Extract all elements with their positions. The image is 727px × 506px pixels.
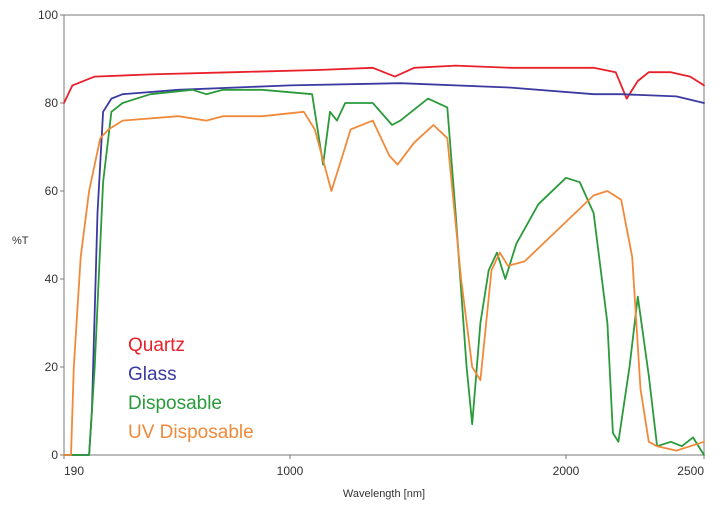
legend-quartz: Quartz — [128, 335, 185, 356]
plot-area — [63, 14, 705, 456]
series-line-glass — [63, 82, 705, 456]
x-tick-label: 2000 — [553, 464, 580, 478]
series-lines — [63, 64, 705, 456]
y-axis-label: %T — [12, 235, 29, 247]
legend-uv-disposable: UV Disposable — [128, 422, 254, 443]
y-axis: 0 20 40 60 80 100 — [38, 8, 64, 462]
legend-disposable: Disposable — [128, 393, 222, 414]
x-tick-label: 190 — [64, 464, 84, 478]
y-tick-label: 20 — [45, 360, 59, 374]
legend-glass: Glass — [128, 364, 177, 385]
y-tick-label: 40 — [45, 272, 59, 286]
x-tick-label: 1000 — [277, 464, 304, 478]
y-tick-label: 60 — [45, 184, 59, 198]
x-tick-label: 2500 — [677, 464, 704, 478]
series-line-quartz — [63, 64, 705, 104]
y-tick-label: 80 — [45, 96, 59, 110]
y-tick-label: 100 — [38, 8, 58, 22]
x-axis-label: Wavelength [nm] — [343, 488, 425, 500]
series-line-disposable — [63, 88, 705, 456]
x-axis: 190 1000 2000 2500 — [63, 455, 705, 478]
legend: Quartz Glass Disposable UV Disposable — [128, 335, 254, 443]
series-line-uv-disposable — [63, 110, 705, 456]
y-tick-label: 0 — [51, 448, 58, 462]
